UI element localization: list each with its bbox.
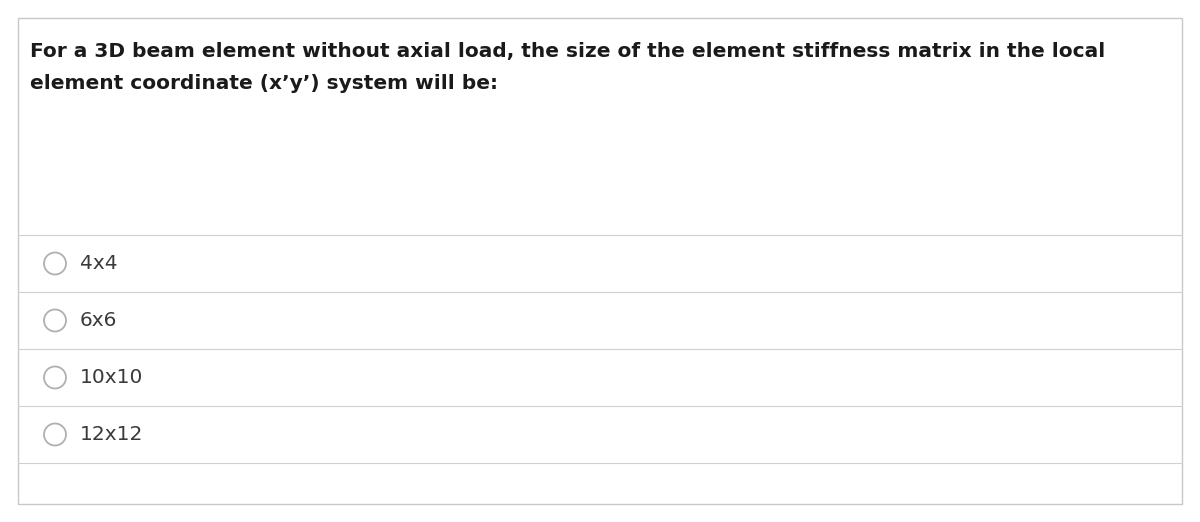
Text: 6x6: 6x6 xyxy=(80,311,118,330)
Text: element coordinate (x’y’) system will be:: element coordinate (x’y’) system will be… xyxy=(30,74,498,93)
Text: For a 3D beam element without axial load, the size of the element stiffness matr: For a 3D beam element without axial load… xyxy=(30,42,1105,61)
Text: 4x4: 4x4 xyxy=(80,254,118,273)
Text: 10x10: 10x10 xyxy=(80,368,143,387)
Text: 12x12: 12x12 xyxy=(80,425,143,444)
